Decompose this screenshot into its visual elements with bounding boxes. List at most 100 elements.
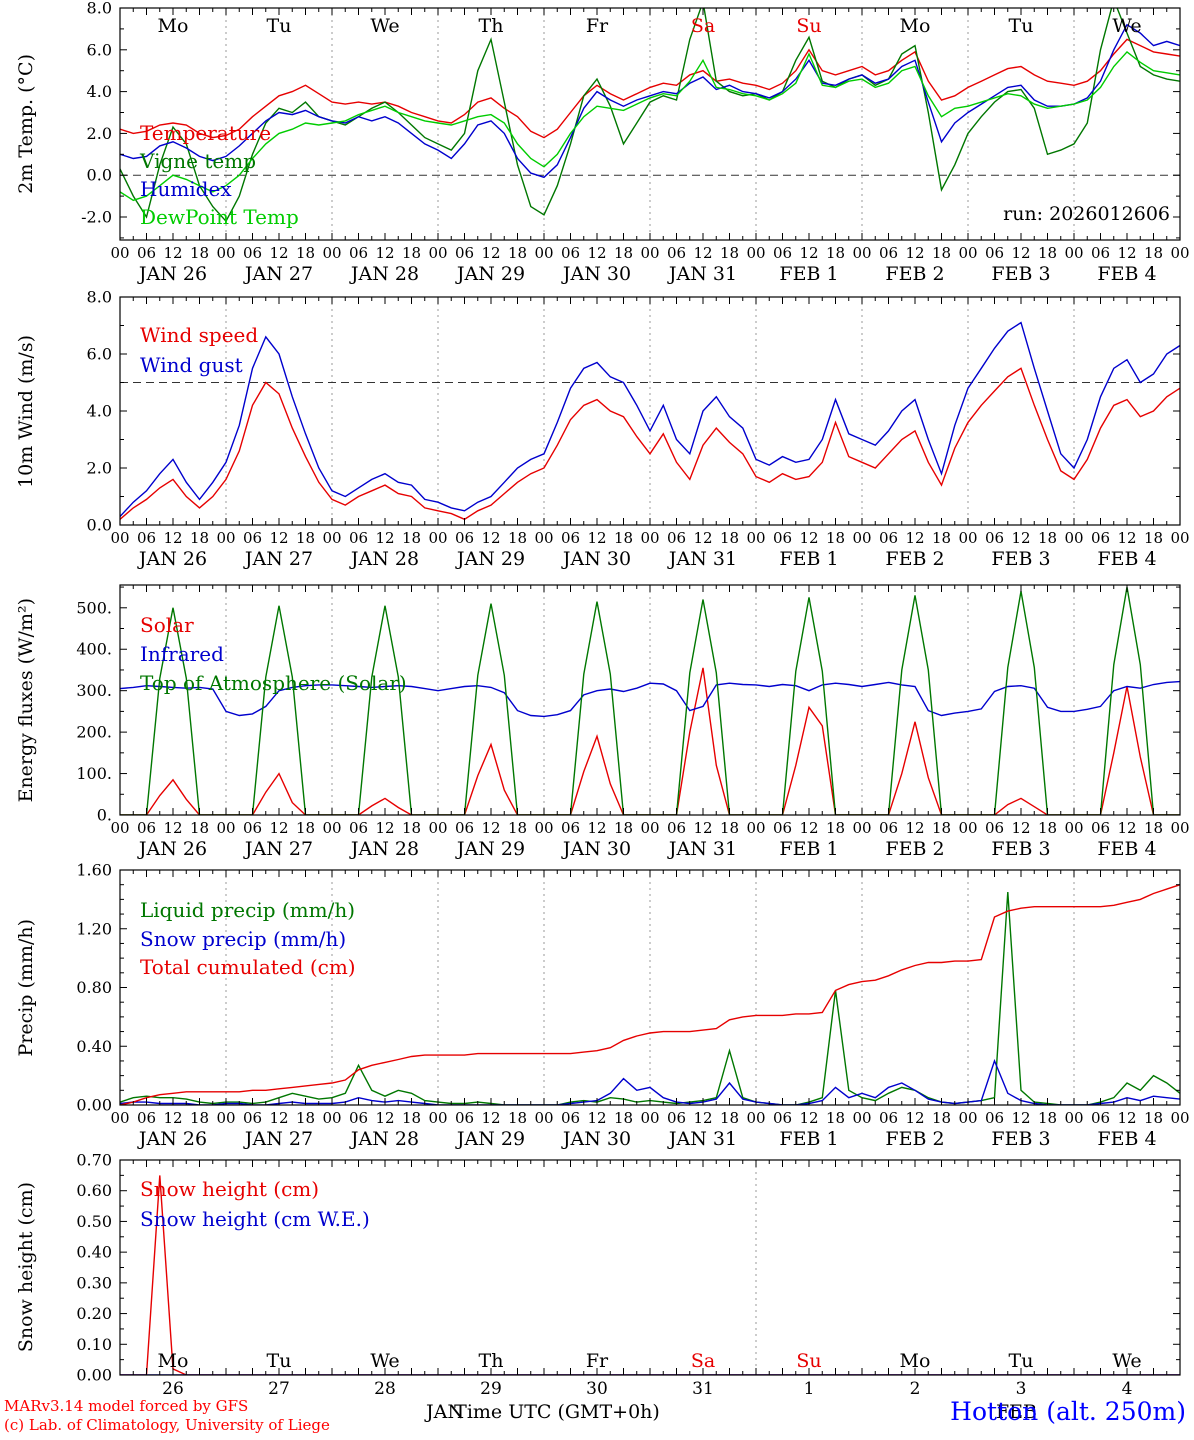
hour-tick-label: 06 xyxy=(985,244,1004,262)
hour-tick-label: 12 xyxy=(905,1109,924,1127)
hour-tick-label: 00 xyxy=(216,1109,235,1127)
hour-tick-label: 06 xyxy=(1091,1109,1110,1127)
hour-tick-label: 06 xyxy=(137,819,156,837)
hour-tick-label: 12 xyxy=(587,529,606,547)
hour-tick-label: 00 xyxy=(1064,819,1083,837)
day-name-label: Sa xyxy=(691,1350,715,1372)
day-number-label: 31 xyxy=(692,1379,714,1399)
hour-tick-label: 06 xyxy=(773,529,792,547)
day-name-label: Mo xyxy=(158,15,189,37)
date-label: JAN 28 xyxy=(349,1128,419,1150)
hour-tick-label: 18 xyxy=(402,244,421,262)
hour-tick-label: 06 xyxy=(667,1109,686,1127)
date-label: FEB 3 xyxy=(991,1128,1050,1150)
hour-tick-label: 18 xyxy=(508,1109,527,1127)
y-tick-label: 0.00 xyxy=(76,1096,112,1115)
hour-tick-label: 12 xyxy=(375,1109,394,1127)
y-tick-label: 100. xyxy=(76,764,112,783)
date-label: JAN 31 xyxy=(667,1128,737,1150)
day-name-label: Su xyxy=(796,15,821,37)
y-tick-label: 0.30 xyxy=(76,1273,112,1292)
x-axis-title: Time UTC (GMT+0h) xyxy=(454,1401,660,1423)
date-label: FEB 4 xyxy=(1097,1128,1156,1150)
precip-axis-title: Precip (mm/h) xyxy=(15,918,37,1057)
hour-tick-label: 00 xyxy=(1064,244,1083,262)
hour-tick-label: 12 xyxy=(587,819,606,837)
temperature-series-dewpoint-temp xyxy=(120,50,1180,202)
snow-series-snow-height-cm- xyxy=(120,1175,1180,1375)
hour-tick-label: 12 xyxy=(269,244,288,262)
day-number-label: 3 xyxy=(1016,1379,1027,1399)
hour-tick-label: 06 xyxy=(879,819,898,837)
hour-tick-label: 18 xyxy=(296,819,315,837)
hour-tick-label: 18 xyxy=(402,1109,421,1127)
date-label: JAN 27 xyxy=(243,1128,313,1150)
y-tick-label: 4.0 xyxy=(87,402,112,421)
y-tick-label: 0.20 xyxy=(76,1304,112,1323)
hour-tick-label: 06 xyxy=(667,244,686,262)
day-name-label: We xyxy=(370,1350,399,1372)
date-label: JAN 27 xyxy=(243,838,313,860)
hour-tick-label: 00 xyxy=(322,244,341,262)
hour-tick-label: 12 xyxy=(163,1109,182,1127)
hour-tick-label: 12 xyxy=(799,819,818,837)
day-name-label: Su xyxy=(796,1350,821,1372)
day-name-label: Tu xyxy=(267,15,292,37)
hour-tick-label: 18 xyxy=(932,529,951,547)
flux-axis-title: Energy fluxes (W/m²) xyxy=(15,597,37,803)
run-label: run: 2026012606 xyxy=(1003,203,1170,225)
y-tick-label: 8.0 xyxy=(87,0,112,18)
y-tick-label: 0.70 xyxy=(76,1151,112,1170)
hour-tick-label: 18 xyxy=(932,819,951,837)
y-tick-label: 0.10 xyxy=(76,1335,112,1354)
hour-tick-label: 06 xyxy=(243,244,262,262)
date-label: JAN 30 xyxy=(561,548,631,570)
hour-tick-label: 06 xyxy=(561,1109,580,1127)
hour-tick-label: 12 xyxy=(163,244,182,262)
hour-tick-label: 00 xyxy=(746,529,765,547)
legend-snow-precip: Snow precip (mm/h) xyxy=(140,927,347,951)
hour-tick-label: 00 xyxy=(110,819,129,837)
date-label: JAN 31 xyxy=(667,263,737,285)
date-label: FEB 2 xyxy=(885,838,944,860)
date-label: FEB 3 xyxy=(991,838,1050,860)
day-name-label: Th xyxy=(479,15,504,37)
hour-tick-label: 18 xyxy=(1144,244,1163,262)
snow-axis-title: Snow height (cm) xyxy=(15,1182,37,1353)
day-name-label: We xyxy=(1112,15,1141,37)
y-tick-label: 0.50 xyxy=(76,1212,112,1231)
hour-tick-label: 18 xyxy=(1144,1109,1163,1127)
hour-tick-label: 06 xyxy=(243,529,262,547)
hour-tick-label: 00 xyxy=(640,244,659,262)
day-number-label: 30 xyxy=(586,1379,608,1399)
snow-plot: 0.00 0.10 0.20 0.30 0.40 0.50 0.60 0.70 Mo Tu We Th… xyxy=(76,1151,1181,1399)
hour-tick-label: 00 xyxy=(958,529,977,547)
legend-wind-gust: Wind gust xyxy=(140,353,243,377)
legend-wind-speed: Wind speed xyxy=(140,323,259,347)
hour-tick-label: 00 xyxy=(110,1109,129,1127)
date-label: FEB 4 xyxy=(1097,263,1156,285)
date-label: JAN 27 xyxy=(243,263,313,285)
hour-tick-label: 12 xyxy=(1011,819,1030,837)
legend-temperature: Temperature xyxy=(140,121,272,145)
temperature-plot: -2.0 0.0 2.0 4.0 6.0 8.0 00 06 12 18 00 06 12 18 00 06 1… xyxy=(81,0,1189,285)
y-tick-label: -2.0 xyxy=(81,208,112,227)
hour-tick-label: 06 xyxy=(243,819,262,837)
wind-axis-title: 10m Wind (m/s) xyxy=(15,334,37,488)
precip-series-liquid-precip-mm-h- xyxy=(120,891,1180,1105)
y-tick-label: 200. xyxy=(76,723,112,742)
day-number-label: 4 xyxy=(1122,1379,1133,1399)
date-label: JAN 28 xyxy=(349,263,419,285)
day-name-label: Th xyxy=(479,1350,504,1372)
wind-series-wind-speed xyxy=(120,367,1180,521)
hour-tick-label: 12 xyxy=(1117,1109,1136,1127)
hour-tick-label: 00 xyxy=(428,529,447,547)
hour-tick-label: 18 xyxy=(402,819,421,837)
hour-tick-label: 12 xyxy=(375,529,394,547)
legend-snow-height: Snow height (cm) xyxy=(140,1177,320,1201)
y-tick-label: 6.0 xyxy=(87,345,112,364)
date-label: JAN 30 xyxy=(561,1128,631,1150)
date-label: JAN 27 xyxy=(243,548,313,570)
